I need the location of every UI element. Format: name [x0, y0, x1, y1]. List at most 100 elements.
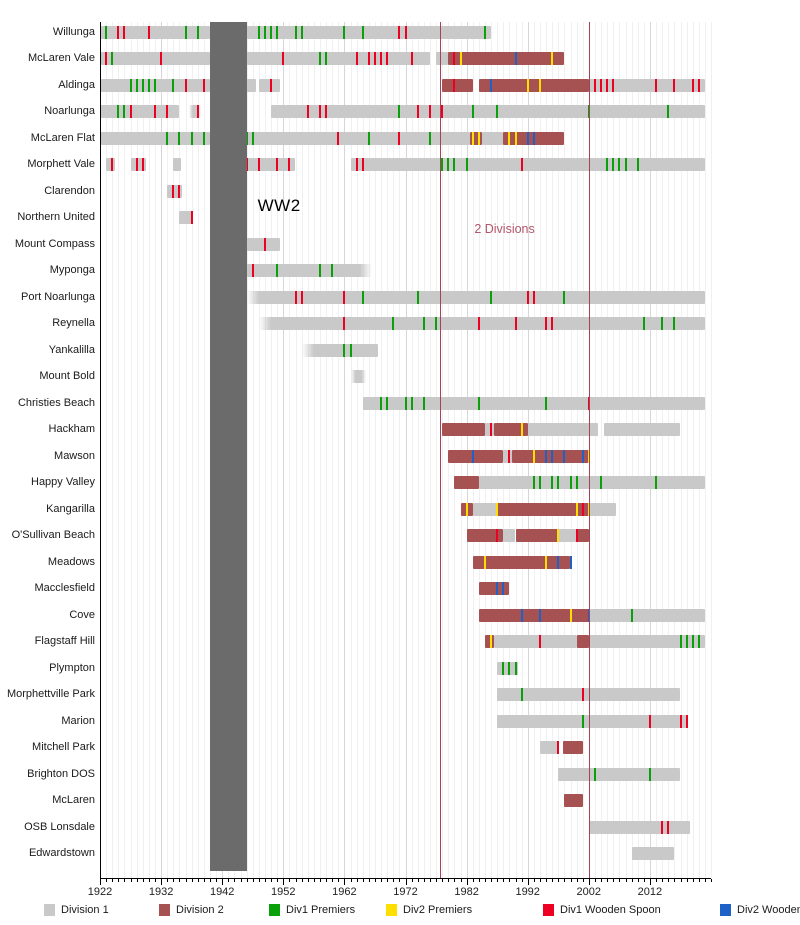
d1ws-tick: [337, 131, 340, 145]
x-axis-tick: [649, 879, 651, 885]
timeline-bar-d1: [539, 741, 559, 754]
d2p-tick: [545, 555, 547, 569]
timeline-bar-d1: [484, 423, 495, 436]
x-axis-tick: [607, 879, 609, 882]
d1ws-tick: [178, 184, 181, 198]
ww2-label: WW2: [257, 196, 301, 215]
x-axis-tick: [454, 879, 456, 882]
grid-line-year: [594, 22, 596, 878]
d1p-tick: [532, 476, 535, 489]
d1ws-tick: [416, 105, 419, 118]
d1p-tick: [667, 105, 670, 118]
d1ws-tick: [398, 131, 401, 145]
club-label: Noarlunga: [44, 105, 95, 117]
timeline-bar-d2: [466, 529, 504, 542]
d1p-tick: [691, 635, 694, 648]
club-label: OSB Lonsdale: [24, 820, 95, 833]
legend-swatch-d1ws: [543, 904, 554, 916]
legend-swatch-division1: [44, 904, 55, 916]
x-axis-tick: [503, 879, 505, 882]
d1p-tick: [380, 396, 383, 410]
legend-item: Div2 Premiers: [386, 903, 536, 917]
d1ws-tick: [685, 714, 688, 728]
x-axis-tick: [601, 879, 602, 882]
grid-line-year: [711, 22, 712, 878]
x-axis-tick: [338, 879, 340, 882]
x-axis-tick: [692, 879, 694, 882]
d1p-tick: [606, 158, 609, 171]
d1p-tick: [276, 264, 279, 277]
x-axis-tick: [258, 879, 260, 882]
club-label: Reynella: [52, 317, 95, 329]
d1p-tick: [367, 131, 370, 145]
timeline-bar-d2: [478, 582, 510, 595]
x-axis-tick: [222, 879, 224, 885]
x-axis-tick-label: 2002: [576, 886, 602, 898]
x-axis-tick: [350, 879, 352, 882]
x-axis-tick: [118, 879, 120, 882]
timeline-bar-d1: [588, 635, 705, 648]
d1p-tick: [648, 767, 651, 781]
club-label: Hackham: [48, 423, 95, 435]
grid-line-year: [387, 22, 389, 878]
x-axis-tick: [203, 879, 205, 882]
grid-line-year: [692, 22, 694, 878]
d1p-tick: [392, 317, 395, 330]
club-label: McLaren: [52, 794, 95, 806]
d2ws-tick: [581, 449, 584, 463]
timeline-bar-d2: [442, 78, 473, 92]
timeline-bar-d2: [494, 423, 528, 436]
d1p-tick: [319, 264, 321, 277]
d1p-tick: [300, 25, 303, 39]
d2p-tick: [459, 52, 462, 65]
d1p-tick: [502, 661, 505, 675]
timeline-bar-d1: [246, 264, 372, 277]
d1p-tick: [538, 476, 541, 489]
x-axis-tick: [643, 879, 645, 882]
club-label: Kangarilla: [46, 502, 95, 515]
x-axis-tick: [185, 879, 187, 882]
grid-line-year: [313, 22, 315, 878]
legend-swatch-d2p: [386, 904, 397, 916]
grid-line-year: [271, 22, 273, 878]
d1ws-tick: [673, 78, 676, 92]
grid-line-year: [350, 22, 352, 878]
d1ws-tick: [251, 264, 254, 277]
timeline-bar-d1: [588, 502, 617, 516]
d1p-tick: [679, 635, 682, 648]
d1p-tick: [141, 78, 144, 92]
club-label: O'Sullivan Beach: [11, 529, 95, 541]
d1p-tick: [386, 396, 389, 410]
club-label: Macclesfield: [34, 582, 95, 594]
x-axis-tick: [552, 879, 554, 882]
d2p-tick: [483, 555, 486, 569]
x-axis-tick: [478, 879, 480, 882]
d2p-tick: [477, 131, 480, 145]
x-axis-tick: [515, 879, 517, 882]
grid-line-year: [142, 22, 144, 878]
legend-label: Division 1: [61, 904, 109, 916]
d1p-tick: [325, 52, 328, 65]
d1ws-tick: [386, 52, 389, 65]
club-label: Northern United: [17, 211, 95, 223]
timeline-bar-d1: [558, 767, 681, 781]
x-axis-tick: [265, 879, 266, 882]
d1ws-tick: [532, 290, 535, 304]
legend-swatch-d2ws: [720, 904, 731, 916]
d1p-tick: [190, 131, 193, 145]
x-axis-tick-label: 2012: [637, 886, 663, 898]
d1p-tick: [276, 25, 279, 39]
legend-swatch-d1p: [269, 904, 280, 916]
d1p-tick: [569, 476, 572, 489]
timeline-bar-d1: [558, 529, 577, 542]
grid-line-decade: [405, 22, 407, 878]
x-axis-tick: [625, 879, 627, 882]
d2p-tick: [575, 502, 578, 516]
d1p-tick: [123, 105, 126, 118]
d2p-tick: [526, 78, 529, 92]
d1ws-tick: [520, 158, 523, 171]
d1p-tick: [441, 158, 444, 171]
d1p-tick: [117, 105, 120, 118]
grid-line-year: [662, 22, 664, 878]
club-label: Christies Beach: [17, 396, 95, 409]
